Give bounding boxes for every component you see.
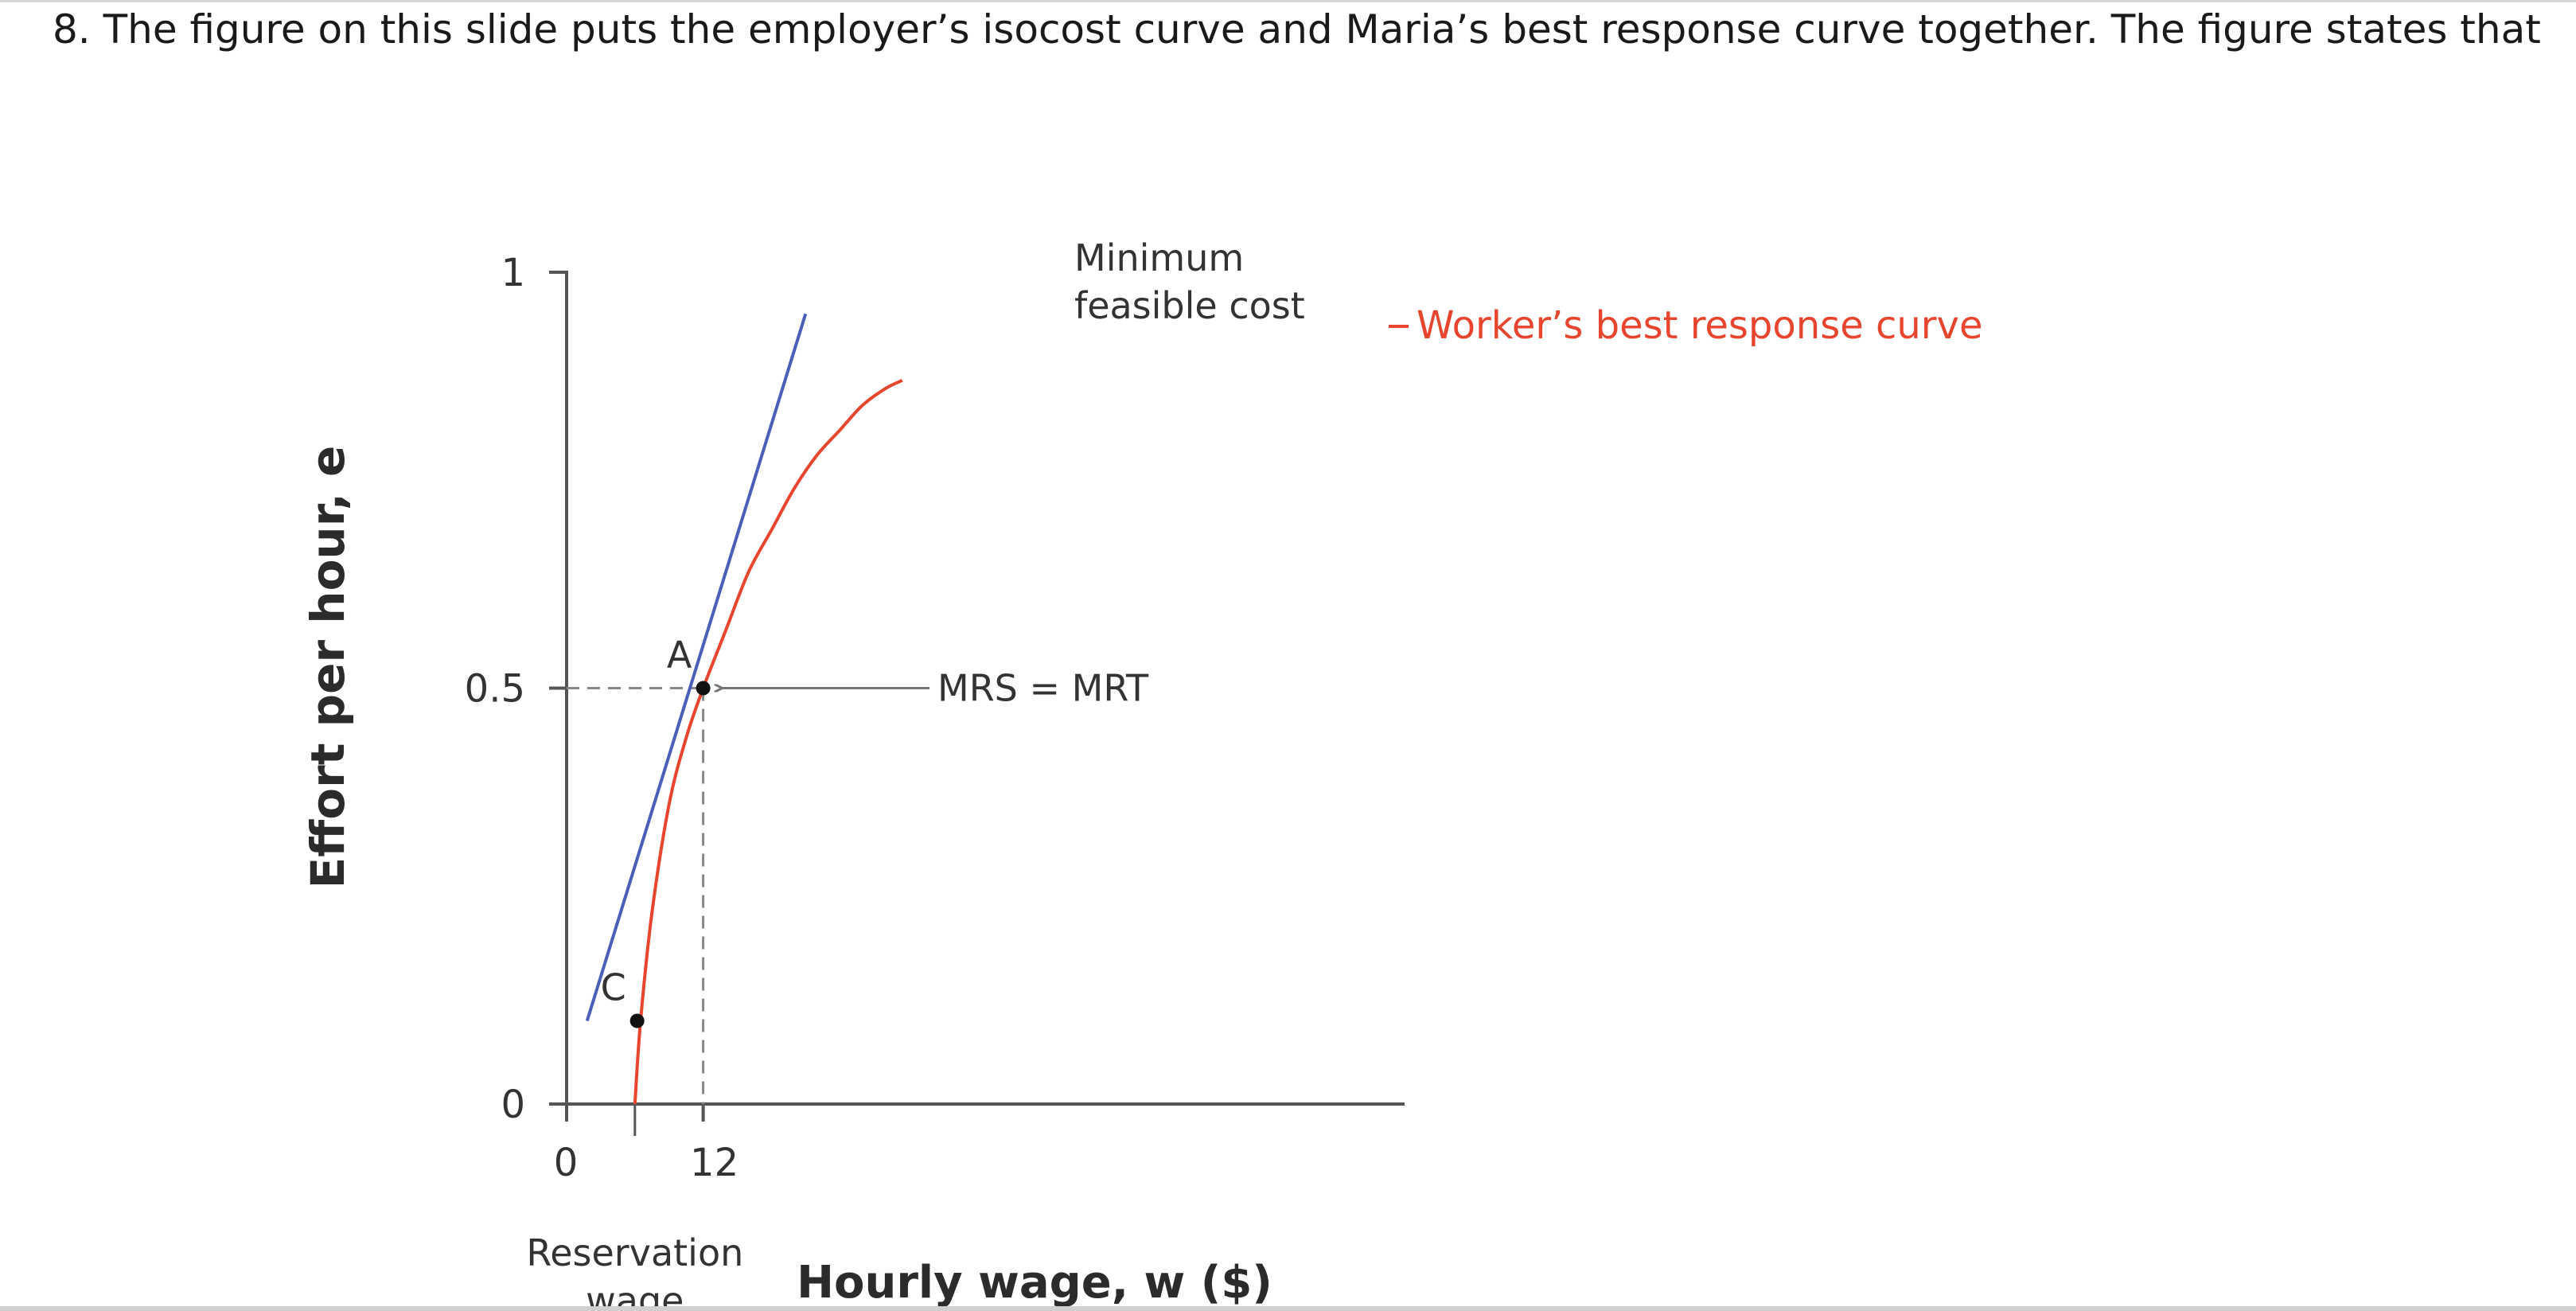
point-label-c: C	[601, 966, 626, 1009]
point-label-a: A	[667, 634, 692, 677]
isocost-line	[585, 313, 808, 1022]
y-axis-label: Effort per hour, e	[301, 446, 355, 889]
bottom-divider	[0, 1306, 2576, 1311]
reservation-wage-label-line2: wage	[586, 1279, 684, 1311]
points: AC	[601, 634, 711, 1028]
x-axis-label: Hourly wage, w ($)	[797, 1257, 1272, 1309]
point-a	[696, 681, 711, 696]
question-text: 8. The figure on this slide puts the emp…	[53, 6, 2541, 53]
isocost-label-line2: feasible cost	[1074, 284, 1305, 327]
best-response-curve	[633, 379, 903, 1105]
tangency-label: MRS = MRT	[937, 667, 1149, 710]
series	[585, 313, 903, 1105]
y-tick-label: 0.5	[465, 667, 525, 712]
best-response-label: Worker’s best response curve	[1417, 303, 1982, 348]
ticks: 0 0.5 1 0 12	[465, 251, 739, 1185]
reservation-wage-label-line1: Reservation	[526, 1231, 743, 1274]
x-tick-label: 12	[690, 1141, 739, 1185]
point-c	[629, 1013, 645, 1028]
reference-lines	[567, 687, 705, 1136]
y-tick-label: 0	[501, 1083, 525, 1127]
isocost-label-line1: Minimum	[1074, 236, 1244, 279]
y-tick-label: 1	[501, 251, 525, 295]
top-divider	[0, 0, 2576, 2]
x-tick-label: 0	[554, 1141, 579, 1185]
